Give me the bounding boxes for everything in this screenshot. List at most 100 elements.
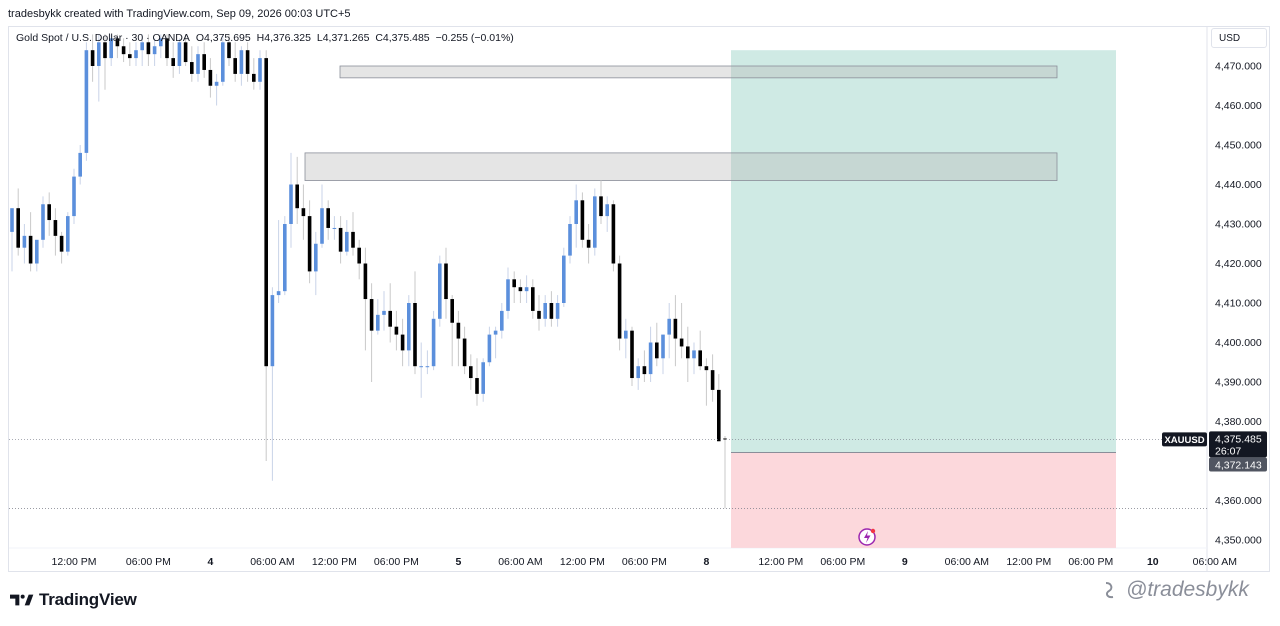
candle[interactable] (190, 46, 194, 82)
candle[interactable] (283, 216, 287, 296)
candle[interactable] (642, 350, 647, 382)
candle[interactable] (177, 38, 182, 74)
candle[interactable] (617, 255, 622, 351)
candle[interactable] (146, 34, 151, 66)
candle[interactable] (314, 231, 318, 296)
candle[interactable] (202, 42, 206, 78)
candle[interactable] (487, 326, 492, 367)
candle[interactable] (599, 180, 603, 224)
candle[interactable] (264, 50, 268, 461)
target-zone[interactable] (731, 50, 1116, 453)
candle[interactable] (605, 196, 609, 232)
candle[interactable] (431, 310, 436, 371)
candle[interactable] (673, 295, 678, 367)
candle[interactable] (289, 152, 293, 248)
candle[interactable] (227, 34, 231, 66)
candle[interactable] (456, 310, 461, 367)
candle[interactable] (351, 212, 355, 256)
candle[interactable] (562, 247, 566, 307)
candle[interactable] (47, 192, 51, 236)
candle[interactable] (78, 145, 82, 185)
candle[interactable] (655, 322, 659, 367)
candle[interactable] (686, 326, 690, 382)
candle[interactable] (444, 247, 448, 319)
candle[interactable] (171, 42, 175, 78)
candle[interactable] (159, 34, 163, 59)
candle[interactable] (84, 42, 89, 161)
candle[interactable] (611, 200, 616, 272)
supply-zone-2[interactable] (304, 152, 1058, 181)
candle[interactable] (450, 295, 454, 367)
candle[interactable] (648, 326, 653, 382)
candle[interactable] (233, 42, 237, 82)
candle[interactable] (475, 358, 479, 406)
candle[interactable] (568, 216, 572, 264)
candle[interactable] (679, 303, 684, 359)
candle[interactable] (667, 303, 671, 359)
candle[interactable] (506, 267, 510, 319)
candle[interactable] (338, 216, 343, 264)
candle[interactable] (214, 73, 219, 106)
candle[interactable] (419, 342, 423, 398)
candle[interactable] (369, 283, 374, 382)
candle[interactable] (66, 212, 70, 256)
candle[interactable] (438, 255, 442, 327)
event-flash-icon[interactable] (858, 528, 876, 546)
candle[interactable] (103, 34, 107, 90)
candle[interactable] (661, 334, 665, 375)
candle[interactable] (593, 188, 597, 256)
candle[interactable] (630, 326, 634, 386)
candle[interactable] (537, 295, 541, 331)
candle[interactable] (245, 42, 250, 82)
candle[interactable] (134, 42, 138, 66)
candle[interactable] (59, 231, 64, 264)
candle[interactable] (109, 34, 113, 66)
candle[interactable] (165, 34, 169, 66)
candle[interactable] (140, 34, 144, 66)
candle[interactable] (357, 239, 361, 280)
candle[interactable] (462, 326, 467, 375)
chart-frame[interactable] (8, 26, 1270, 572)
candle[interactable] (543, 295, 547, 327)
candle[interactable] (704, 358, 709, 406)
candle[interactable] (512, 271, 516, 303)
candle[interactable] (407, 295, 411, 367)
candle[interactable] (481, 358, 485, 402)
candle[interactable] (469, 354, 473, 390)
candle[interactable] (580, 192, 585, 248)
candle[interactable] (345, 220, 349, 256)
candle[interactable] (320, 184, 324, 248)
candle[interactable] (574, 184, 578, 248)
candle[interactable] (90, 34, 95, 82)
candle[interactable] (53, 208, 58, 256)
candle[interactable] (413, 271, 417, 375)
candle[interactable] (326, 200, 330, 240)
candle[interactable] (183, 34, 188, 66)
candle[interactable] (221, 34, 225, 86)
candle[interactable] (549, 291, 554, 327)
candle[interactable] (295, 156, 299, 224)
candle[interactable] (276, 220, 281, 303)
candle[interactable] (252, 58, 256, 90)
candle[interactable] (301, 184, 306, 240)
candle[interactable] (493, 326, 498, 359)
candle[interactable] (524, 275, 529, 303)
candle[interactable] (624, 318, 628, 359)
candle[interactable] (394, 310, 399, 351)
candle[interactable] (723, 436, 727, 509)
candle[interactable] (115, 34, 120, 59)
candle[interactable] (270, 287, 275, 481)
candle[interactable] (196, 46, 200, 82)
candle[interactable] (400, 318, 405, 367)
candle[interactable] (636, 358, 640, 390)
candle[interactable] (10, 208, 14, 272)
candle[interactable] (500, 303, 504, 339)
candle[interactable] (710, 354, 715, 402)
candle[interactable] (128, 42, 132, 66)
candle[interactable] (531, 279, 535, 319)
candle[interactable] (152, 38, 157, 66)
candle[interactable] (332, 216, 337, 240)
currency-selector[interactable]: USD (1211, 28, 1267, 48)
candle[interactable] (363, 247, 368, 351)
